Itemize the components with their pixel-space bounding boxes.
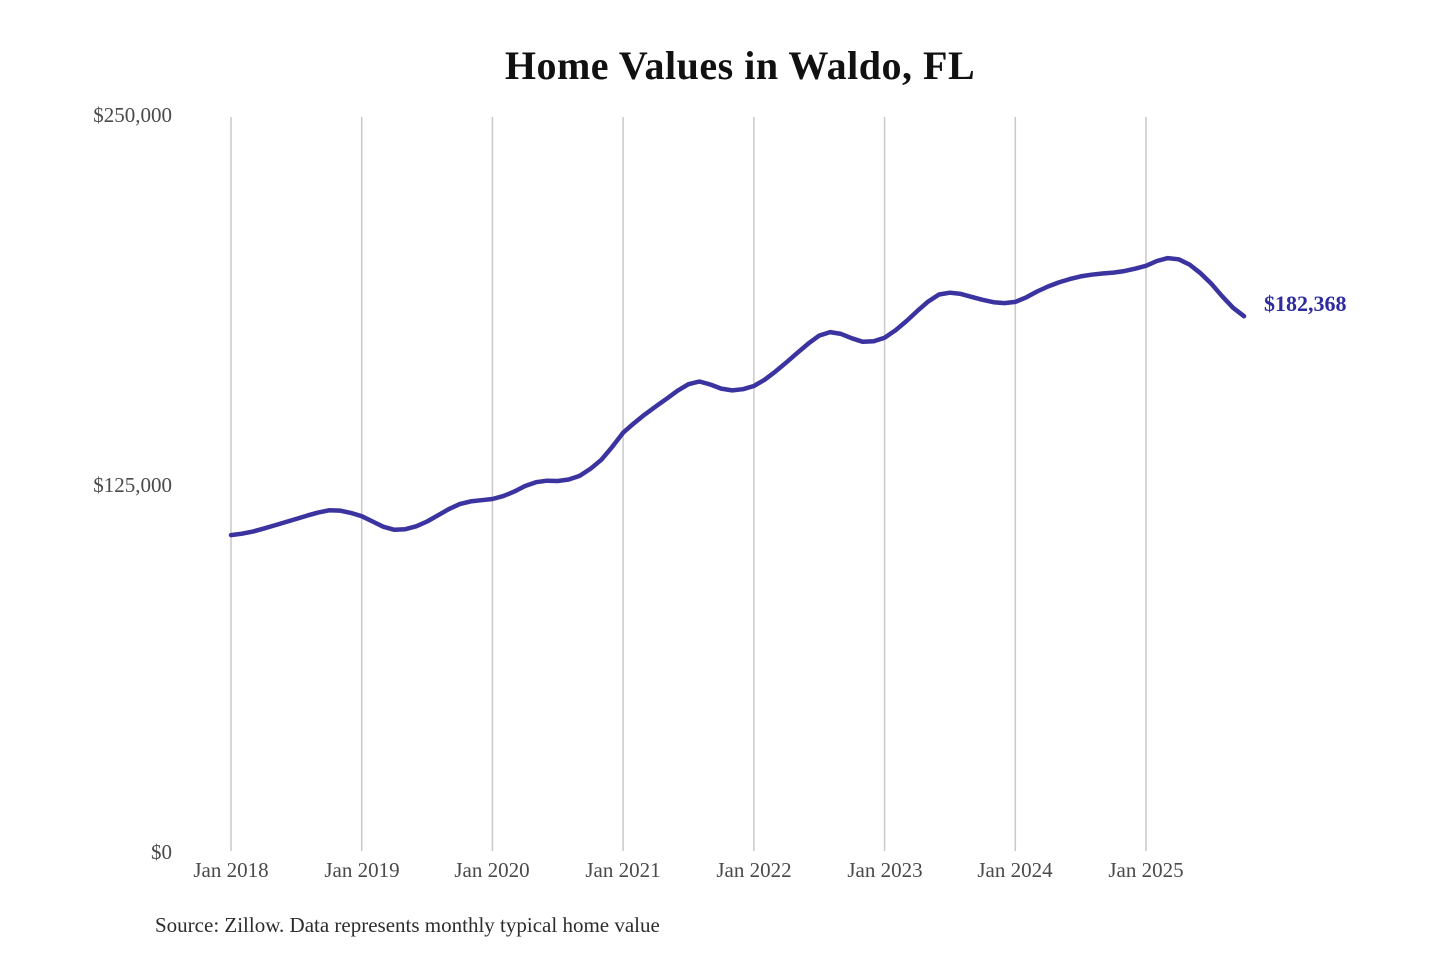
y-axis-tick-250000: $250,000 (93, 103, 172, 127)
y-axis-tick-0: $0 (151, 840, 172, 864)
x-axis-tick-jan-2024: Jan 2024 (977, 858, 1053, 882)
y-axis-tick-125000: $125,000 (93, 473, 172, 497)
latest-value-label: $182,368 (1264, 291, 1347, 316)
source-note: Source: Zillow. Data represents monthly … (155, 913, 660, 937)
home-value-line (228, 255, 1247, 538)
x-axis-tick-jan-2019: Jan 2019 (324, 858, 400, 882)
x-axis-tick-jan-2023: Jan 2023 (847, 858, 923, 882)
x-axis-tick-jan-2020: Jan 2020 (454, 858, 530, 882)
x-axis-tick-jan-2025: Jan 2025 (1108, 858, 1184, 882)
x-axis-tick-jan-2022: Jan 2022 (716, 858, 792, 882)
x-axis-tick-jan-2018: Jan 2018 (193, 858, 269, 882)
x-axis-tick-jan-2021: Jan 2021 (585, 858, 661, 882)
chart-title: Home Values in Waldo, FL (504, 43, 976, 88)
